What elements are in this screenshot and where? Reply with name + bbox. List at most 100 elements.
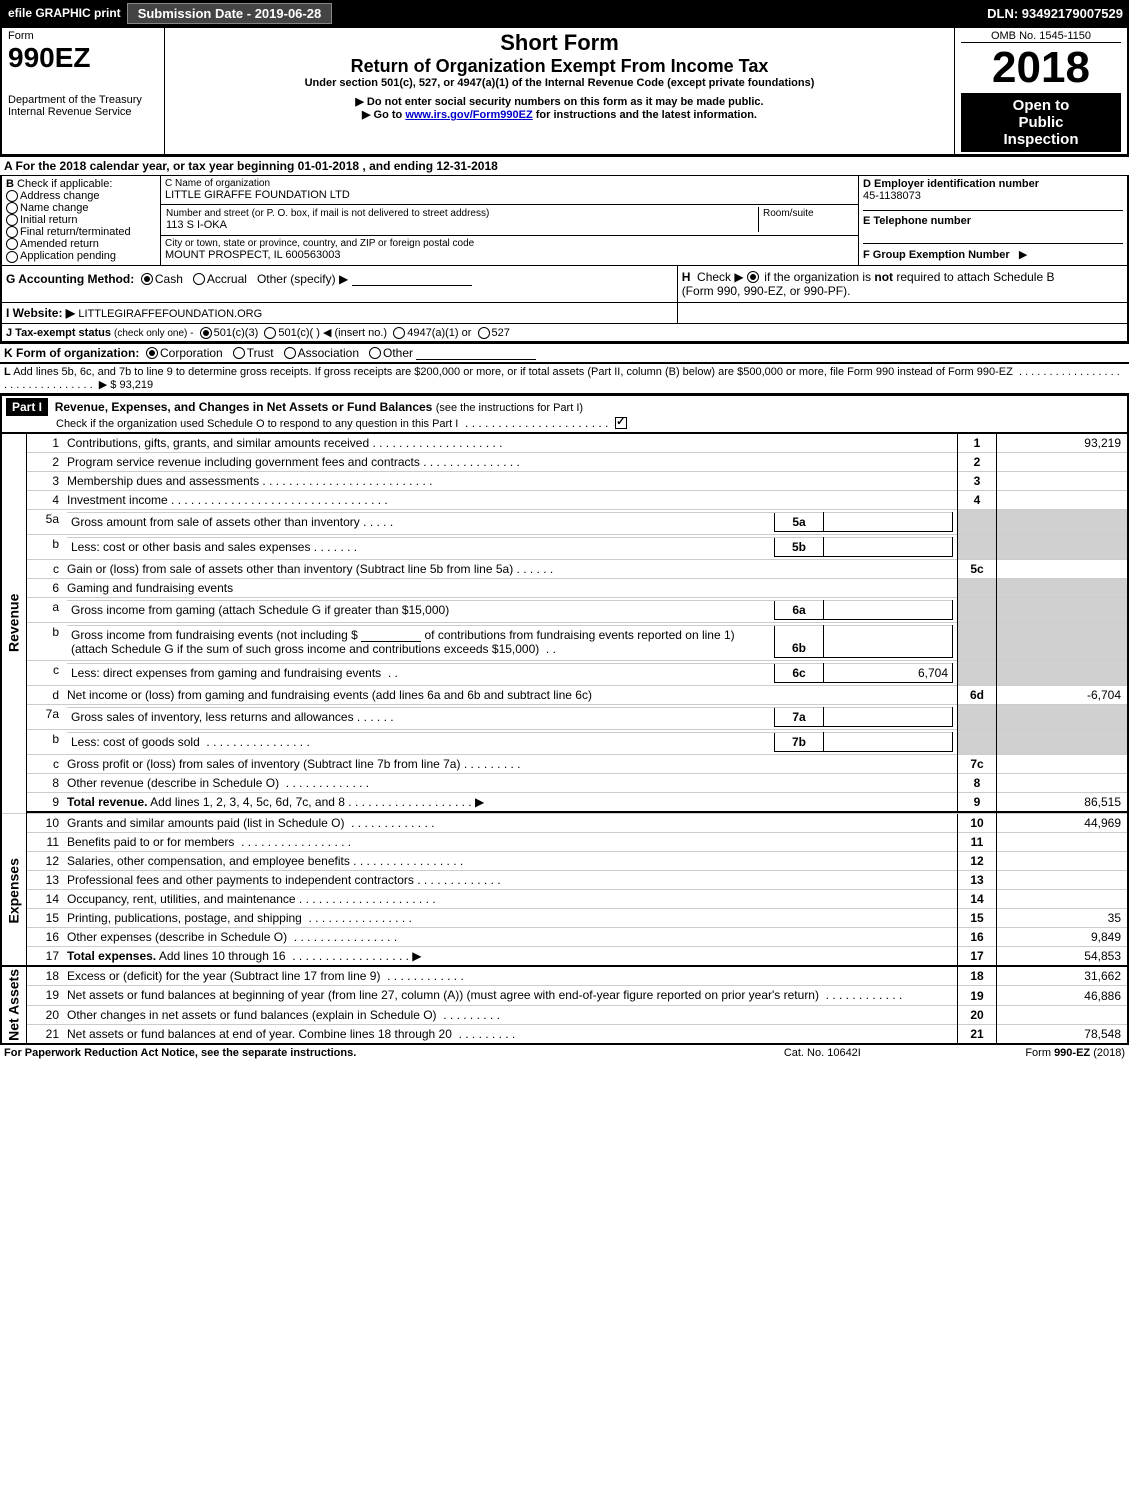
application-pending-label: Application pending <box>20 250 116 262</box>
line-desc-pre: Gross income from fundraising events (no… <box>71 628 361 642</box>
final-return-radio[interactable] <box>6 226 18 238</box>
corp-label: Corporation <box>160 346 223 360</box>
line-num: 13 <box>27 871 64 890</box>
line-amount: 44,969 <box>997 814 1129 833</box>
line-desc: Gain or (loss) from sale of assets other… <box>67 562 513 576</box>
initial-return-radio[interactable] <box>6 214 18 226</box>
revenue-side-label: Revenue <box>1 433 27 814</box>
room-suite-label: Room/suite <box>763 208 853 219</box>
line-amount <box>997 452 1129 471</box>
cat-no: Cat. No. 10642I <box>736 1045 910 1061</box>
street-value: 113 S I-OKA <box>166 219 757 231</box>
sub-num: 6c <box>775 664 824 683</box>
line-rest: Add lines 10 through 16 <box>156 949 285 963</box>
inspect-line-2: Public <box>965 114 1117 131</box>
footer-table: For Paperwork Reduction Act Notice, see … <box>0 1045 1129 1061</box>
box-c-label: C Name of organization <box>165 178 854 189</box>
line-arrow: ▶ <box>412 949 421 963</box>
sub-num: 5b <box>775 537 824 556</box>
line-amount <box>997 890 1129 909</box>
line-desc: Less: direct expenses from gaming and fu… <box>71 666 381 680</box>
line-num: 1 <box>27 433 64 453</box>
line-num: c <box>27 755 64 774</box>
line-right-num: 14 <box>958 890 997 909</box>
application-pending-radio[interactable] <box>6 251 18 263</box>
box-f-arrow: ▶ <box>1019 249 1027 261</box>
line-num: 6 <box>27 578 64 597</box>
city-value: MOUNT PROSPECT, IL 600563003 <box>165 249 854 261</box>
line-right-num: 7c <box>958 755 997 774</box>
submission-date-button[interactable]: Submission Date - 2019-06-28 <box>127 3 333 24</box>
other-org-radio[interactable] <box>369 347 381 359</box>
line-h-label: H <box>682 270 691 284</box>
initial-return-label: Initial return <box>20 214 77 226</box>
assoc-radio[interactable] <box>284 347 296 359</box>
line-num: a <box>27 597 64 622</box>
line-right-num: 10 <box>958 814 997 833</box>
line-amount <box>997 833 1129 852</box>
period-line: A For the 2018 calendar year, or tax yea… <box>0 156 1129 176</box>
line-right-num: 18 <box>958 966 997 986</box>
dept-label: Department of the Treasury <box>8 94 158 106</box>
cash-radio[interactable] <box>141 273 153 285</box>
schedule-b-radio[interactable] <box>747 271 759 283</box>
line-h-not: not <box>874 270 893 284</box>
schedule-o-checkbox[interactable] <box>615 417 627 429</box>
501c3-radio[interactable] <box>200 327 212 339</box>
line-h-req: required to attach Schedule B <box>896 270 1054 284</box>
sub-amount <box>824 512 953 531</box>
cash-label: Cash <box>155 272 183 286</box>
amended-return-radio[interactable] <box>6 238 18 250</box>
sub-amount <box>824 537 953 556</box>
accrual-label: Accrual <box>207 272 247 286</box>
line-num: 16 <box>27 928 64 947</box>
527-label: 527 <box>492 327 510 339</box>
4947-label: 4947(a)(1) or <box>407 327 471 339</box>
accrual-radio[interactable] <box>193 273 205 285</box>
omb-label: OMB No. 1545-1150 <box>961 30 1121 43</box>
line-num: 17 <box>27 947 64 967</box>
line-num: 9 <box>27 793 64 813</box>
527-radio[interactable] <box>478 327 490 339</box>
line-num: 8 <box>27 774 64 793</box>
4947-radio[interactable] <box>393 327 405 339</box>
line-desc: Gross income from gaming (attach Schedul… <box>71 603 449 617</box>
line-g-label: G Accounting Method: <box>6 272 134 286</box>
line-num: 4 <box>27 490 64 509</box>
line-num: 7a <box>27 705 64 730</box>
org-name: LITTLE GIRAFFE FOUNDATION LTD <box>165 189 854 201</box>
sub-num: 7b <box>775 733 824 752</box>
trust-radio[interactable] <box>233 347 245 359</box>
inspection-box: Open to Public Inspection <box>961 93 1121 152</box>
line-num: 18 <box>27 966 64 986</box>
line-num: c <box>27 661 64 686</box>
line-l-arrow: ▶ $ <box>99 379 117 391</box>
part1-hint: (see the instructions for Part I) <box>436 402 583 414</box>
line-num: 15 <box>27 909 64 928</box>
line-rest: Add lines 1, 2, 3, 4, 5c, 6d, 7c, and 8 <box>147 795 344 809</box>
line-amount <box>997 852 1129 871</box>
line-k-label: K Form of organization: <box>4 346 139 360</box>
line-right-num-shade <box>958 509 997 534</box>
irs-link[interactable]: www.irs.gov/Form990EZ <box>405 109 532 121</box>
corp-radio[interactable] <box>146 347 158 359</box>
line-right-num-shade <box>958 534 997 559</box>
line-desc: Less: cost of goods sold <box>71 735 200 749</box>
line-num: 21 <box>27 1024 64 1044</box>
box-d-label: D Employer identification number <box>863 178 1039 190</box>
address-change-radio[interactable] <box>6 190 18 202</box>
sub-num: 6a <box>775 600 824 619</box>
line-num: b <box>27 730 64 755</box>
entity-info-table: B Check if applicable: Address change Na… <box>0 176 1129 265</box>
line-num: 2 <box>27 452 64 471</box>
sub-num: 5a <box>775 512 824 531</box>
name-change-radio[interactable] <box>6 202 18 214</box>
line-right-num-shade <box>958 730 997 755</box>
street-label: Number and street (or P. O. box, if mail… <box>166 208 757 219</box>
line-amount <box>997 471 1129 490</box>
line-desc: Other expenses (describe in Schedule O) <box>67 930 287 944</box>
line-num: 12 <box>27 852 64 871</box>
address-change-label: Address change <box>20 190 100 202</box>
box-e-label: E Telephone number <box>863 215 971 227</box>
501c-radio[interactable] <box>264 327 276 339</box>
